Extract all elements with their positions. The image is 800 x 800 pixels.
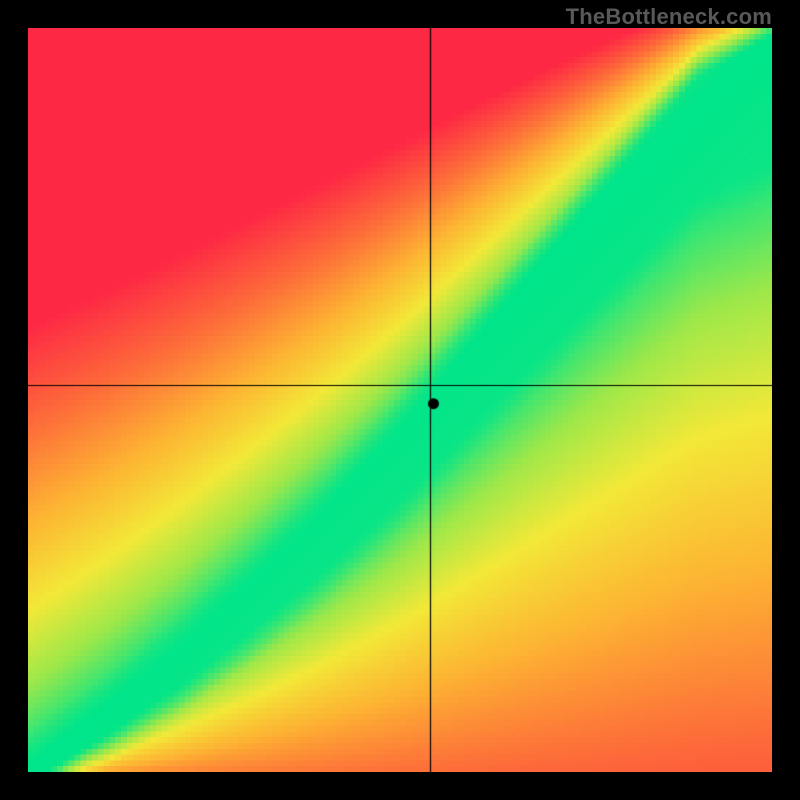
watermark-text: TheBottleneck.com bbox=[566, 4, 772, 30]
chart-overlay bbox=[28, 28, 772, 772]
